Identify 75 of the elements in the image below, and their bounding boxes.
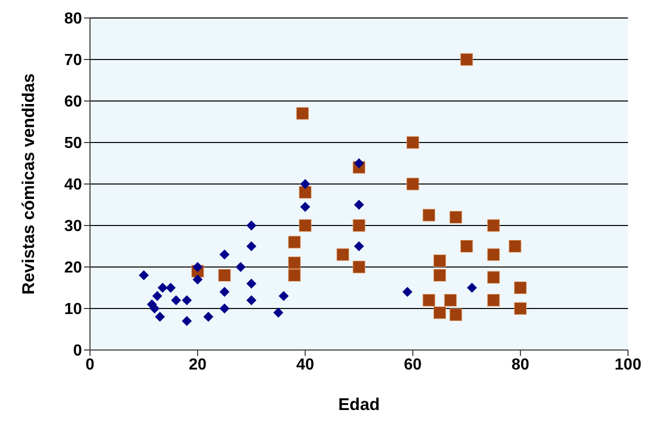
point (288, 256, 301, 270)
x-axis-title: Edad (338, 395, 380, 414)
y-tick-label: 50 (64, 135, 82, 152)
point (298, 186, 312, 199)
point (182, 316, 192, 326)
point (433, 254, 446, 268)
point (352, 260, 366, 274)
point (278, 291, 289, 302)
point (444, 294, 457, 306)
point (460, 240, 473, 252)
point (166, 282, 176, 293)
point (450, 308, 462, 321)
point (300, 202, 310, 212)
point (354, 241, 364, 252)
point (192, 262, 203, 272)
x-tick-label: 0 (86, 356, 95, 374)
y-tick-label: 60 (64, 94, 82, 111)
point (220, 304, 230, 314)
point (352, 219, 366, 232)
point (433, 306, 446, 319)
point (406, 178, 420, 190)
point (354, 200, 364, 210)
point (273, 308, 284, 318)
point (220, 250, 230, 260)
point (460, 53, 473, 66)
y-tick-label: 30 (64, 218, 82, 236)
point (171, 295, 182, 306)
point (508, 240, 522, 252)
point (487, 271, 500, 284)
x-tick-label: 60 (404, 356, 422, 374)
x-tick-label: 20 (188, 356, 207, 374)
point (296, 107, 309, 120)
point (422, 294, 436, 306)
point (514, 302, 527, 315)
y-tick-label: 80 (64, 10, 82, 28)
point (192, 274, 203, 284)
y-tick-label: 40 (64, 176, 82, 194)
point (450, 210, 462, 224)
y-tick-label: 70 (64, 52, 82, 70)
point (158, 282, 168, 293)
y-tick-label: 10 (64, 301, 82, 318)
point (246, 295, 256, 306)
x-tick-label: 40 (296, 356, 314, 374)
point (203, 312, 214, 322)
point (288, 236, 301, 248)
y-axis-title: Revistas cómicas vendidas (19, 73, 38, 295)
point (402, 286, 412, 297)
point (138, 270, 149, 280)
point (246, 278, 256, 289)
point (246, 220, 256, 230)
point (466, 282, 477, 293)
point (154, 312, 165, 322)
point (152, 291, 162, 302)
point (182, 295, 192, 306)
point (433, 269, 446, 282)
point (298, 219, 312, 232)
x-tick-label: 100 (614, 356, 642, 374)
point (354, 158, 364, 168)
point (514, 282, 527, 294)
point (487, 294, 500, 306)
point (246, 241, 256, 252)
point (288, 269, 301, 282)
point (220, 286, 230, 297)
point (406, 136, 420, 149)
x-tick-label: 80 (512, 356, 530, 374)
point (422, 208, 436, 222)
point (218, 269, 231, 282)
point (300, 179, 310, 189)
point (236, 262, 246, 272)
point (150, 304, 160, 314)
point (487, 219, 500, 232)
y-tick-label: 20 (64, 260, 82, 277)
y-tick-label: 0 (73, 342, 82, 360)
point (487, 248, 500, 261)
point (336, 248, 350, 261)
